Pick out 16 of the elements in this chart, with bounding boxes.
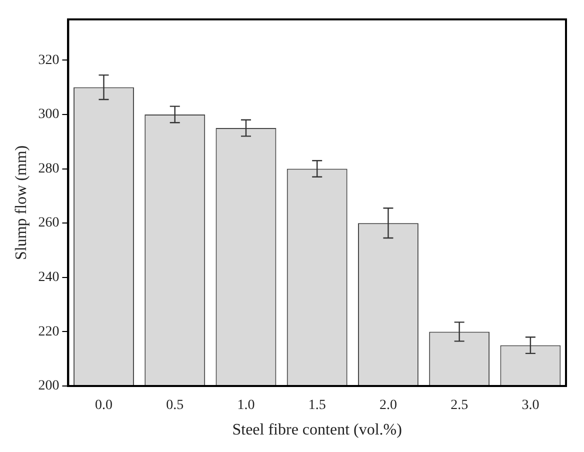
y-tick-label: 320	[38, 52, 60, 68]
y-tick-label: 220	[38, 324, 60, 340]
x-tick-label: 2.0	[379, 398, 397, 414]
y-tick-label: 240	[38, 270, 60, 286]
x-tick-label: 3.0	[522, 398, 540, 414]
x-tick-label: 0.0	[95, 398, 113, 414]
x-tick-label: 0.5	[166, 398, 184, 414]
y-tick-label: 200	[38, 378, 60, 394]
y-tick-label: 300	[38, 107, 60, 122]
x-tick-label: 1.5	[308, 398, 326, 414]
x-tick-label: 1.0	[237, 398, 255, 414]
x-axis-title: Steel fibre content (vol.%)	[232, 422, 402, 439]
y-tick-label: 260	[38, 216, 60, 231]
y-axis-title: Slump flow (mm)	[12, 145, 30, 260]
y-tick-label: 280	[38, 161, 60, 176]
x-tick-label: 2.5	[450, 398, 468, 414]
